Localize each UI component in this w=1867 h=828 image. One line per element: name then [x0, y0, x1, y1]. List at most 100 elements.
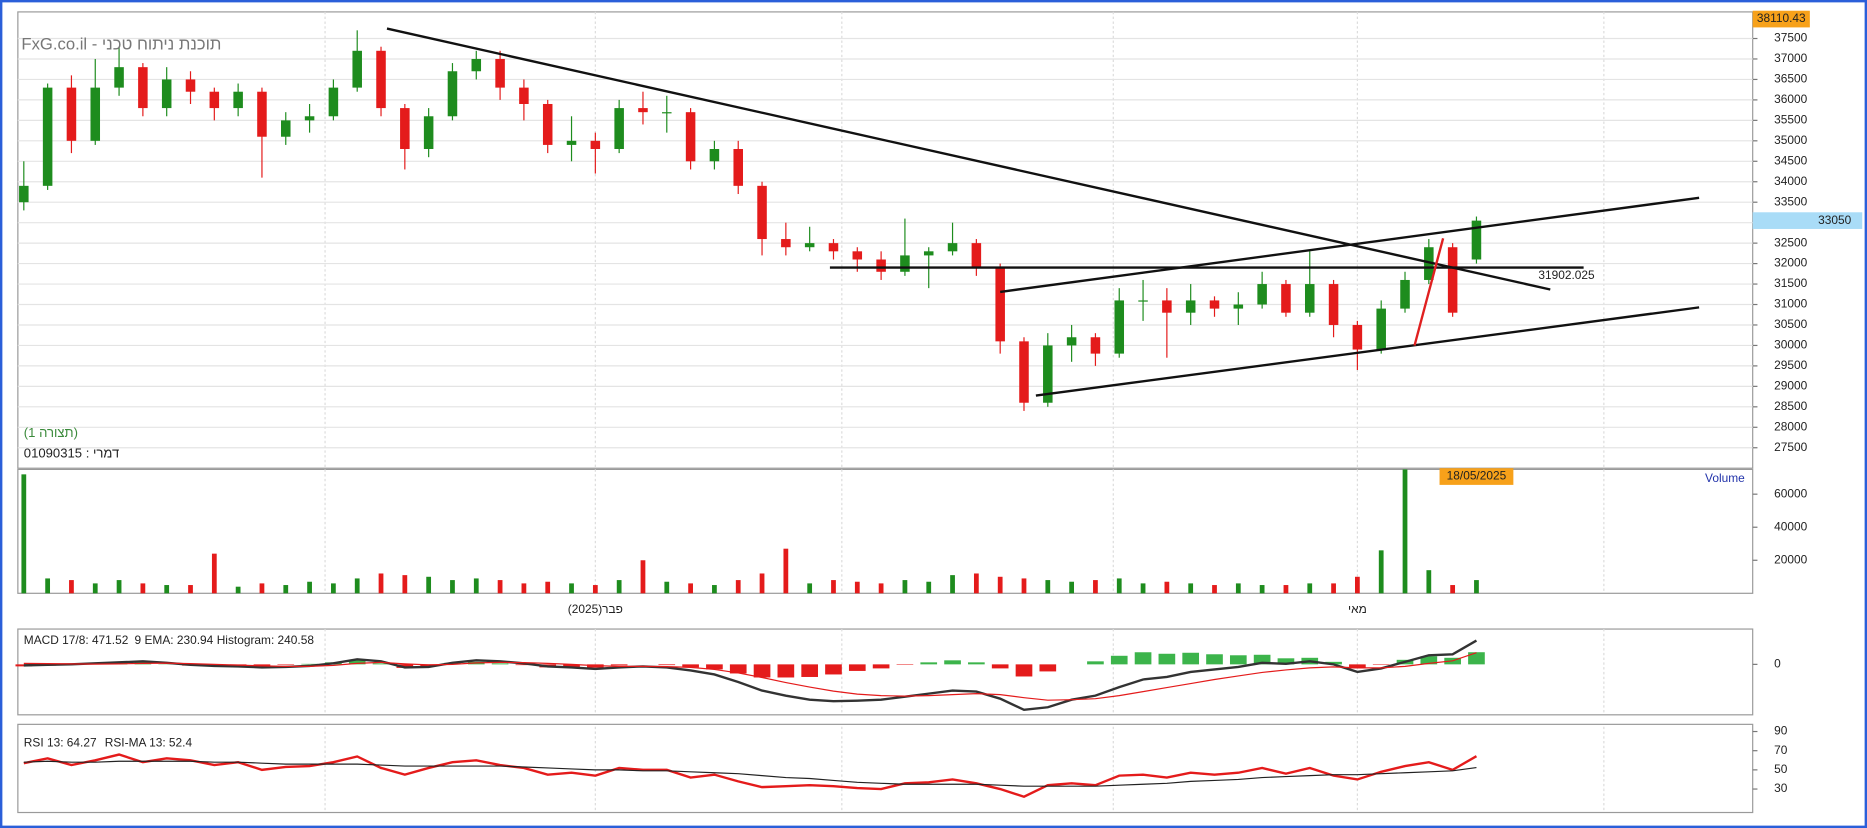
histogram-bar: [301, 663, 318, 665]
series-line: [23, 639, 1478, 711]
y-tick-label: 35000: [1774, 133, 1807, 147]
histogram-bar: [801, 664, 819, 677]
candle-body: [828, 243, 839, 252]
candle-body: [614, 108, 624, 150]
volume-bar: [688, 583, 693, 594]
histogram-bar: [991, 664, 1009, 669]
volume-bar: [640, 560, 646, 594]
candle-body: [1424, 247, 1434, 280]
candle-body: [1138, 300, 1148, 302]
chart-title: FxG.co.il - תוכנת ניתוח טכני: [21, 35, 221, 54]
plot-layer: 2750028000285002900029500300003050031000…: [15, 11, 1808, 811]
histogram-bar: [777, 664, 795, 678]
macd-panel: [17, 628, 1754, 716]
y-tick-label: 31500: [1774, 276, 1807, 290]
candle-body: [400, 108, 410, 150]
volume-bar: [1069, 581, 1075, 594]
volume-bar: [569, 583, 574, 594]
volume-bar: [1116, 578, 1122, 594]
volume-bar: [854, 581, 860, 594]
volume-bar: [354, 578, 360, 594]
y-tick-label: 20000: [1774, 552, 1807, 566]
series-line: [23, 760, 1477, 787]
candle-body: [19, 185, 29, 203]
y-tick-label: 32500: [1774, 235, 1807, 249]
trend-line: [1035, 306, 1700, 397]
volume-bar: [1212, 585, 1217, 594]
legend-entry: 9 EMA: 230.94: [135, 633, 214, 647]
candle-body: [304, 116, 315, 121]
candle-body: [1019, 341, 1029, 403]
candle-body: [209, 91, 220, 109]
candle-body: [947, 243, 958, 252]
candle-body: [1281, 284, 1291, 313]
histogram-bar: [610, 664, 628, 666]
histogram-bar: [753, 664, 771, 678]
y-tick-label: 30: [1774, 781, 1788, 795]
trend-line: [386, 27, 1551, 291]
y-tick-label: 37000: [1774, 51, 1807, 65]
candle-body: [662, 112, 672, 114]
histogram-bar: [372, 663, 390, 665]
volume-bar: [545, 581, 551, 594]
candle-body: [376, 50, 386, 109]
y-tick-label: 32000: [1774, 256, 1807, 270]
last-price-label: 33050: [1818, 213, 1851, 227]
y-tick-label: 36000: [1774, 92, 1807, 106]
histogram-bar: [1420, 656, 1438, 665]
volume-bar: [140, 583, 146, 594]
y-tick-label: 50: [1774, 762, 1788, 776]
volume-panel: [17, 468, 1754, 594]
candle-body: [566, 140, 577, 145]
y-tick-label: 70: [1774, 743, 1788, 757]
y-tick-label: 29000: [1774, 378, 1807, 392]
candle-body: [1304, 284, 1315, 313]
histogram-bar: [1206, 654, 1223, 665]
volume-bar: [783, 548, 789, 594]
candle-body: [114, 67, 124, 88]
volume-bar: [1021, 578, 1027, 594]
candle-body: [352, 50, 362, 88]
histogram-bar: [1158, 653, 1176, 665]
volume-bar: [926, 581, 932, 594]
y-tick-label: 36500: [1774, 72, 1807, 86]
volume-bar: [45, 578, 51, 594]
volume-bar: [735, 580, 741, 594]
y-tick-label: 40000: [1774, 519, 1807, 533]
histogram-bar: [277, 664, 295, 665]
series-line: [23, 753, 1478, 798]
rsi-panel: [17, 723, 1754, 814]
candle-body: [1043, 345, 1053, 403]
legend-entry: Histogram: 240.58: [217, 633, 315, 647]
volume-bar: [116, 580, 122, 594]
histogram-bar: [729, 664, 747, 674]
volume-bar: [1283, 585, 1289, 594]
histogram-bar: [682, 664, 699, 668]
histogram-bar: [872, 664, 890, 669]
candle-body: [733, 149, 743, 186]
volume-bar: [235, 586, 241, 594]
histogram-bar: [253, 664, 271, 666]
candle-body: [495, 58, 505, 88]
candle-body: [1328, 284, 1339, 325]
volume-bar: [1331, 583, 1336, 594]
candle-body: [423, 116, 434, 150]
volume-bar: [759, 573, 765, 594]
histogram-bar: [706, 664, 723, 670]
candle-body: [971, 243, 982, 268]
volume-bar: [497, 580, 503, 594]
y-tick-label: 28000: [1774, 419, 1807, 433]
volume-bar: [973, 573, 979, 594]
histogram-bar: [1468, 652, 1485, 665]
candle-body: [876, 259, 886, 272]
volume-bar: [1378, 550, 1384, 594]
candle-body: [257, 91, 267, 137]
candle-body: [590, 140, 601, 150]
volume-bar: [1450, 585, 1456, 594]
histogram-bar: [491, 663, 509, 665]
candle-body: [519, 87, 529, 104]
histogram-bar: [1110, 655, 1128, 665]
volume-bar: [664, 581, 670, 594]
date-label-box: [1439, 468, 1514, 485]
